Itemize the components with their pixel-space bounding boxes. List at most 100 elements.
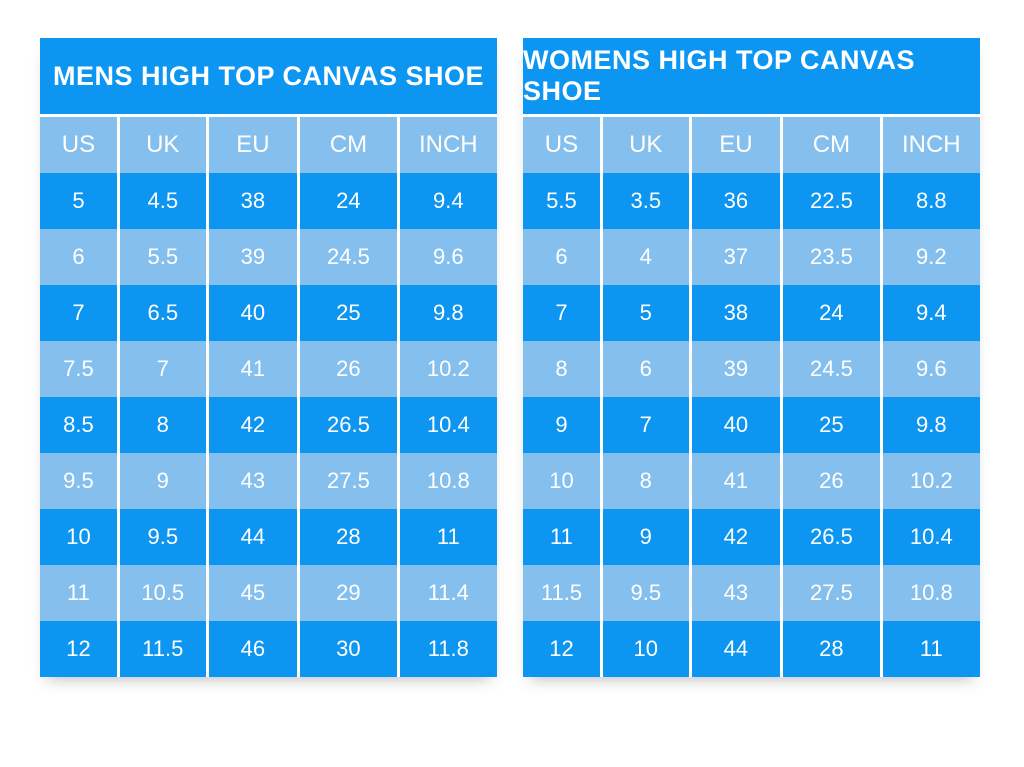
size-cell: 12 [40,621,117,677]
size-cell: 26 [300,341,397,397]
charts-wrap: MENS HIGH TOP CANVAS SHOE US UK EU CM INCH 5 4… [40,38,980,677]
size-cell: 39 [208,229,298,285]
column-header-inch: INCH [882,117,980,173]
column-header-eu: EU [208,117,298,173]
size-cell: 10.5 [119,565,206,621]
size-cell: 7 [40,285,117,341]
size-cell: 44 [691,621,781,677]
size-cell: 10.4 [882,509,980,565]
size-cell: 7 [119,341,206,397]
size-cell: 10 [40,509,117,565]
size-cell: 5 [602,285,689,341]
size-cell: 24.5 [783,341,880,397]
size-cell: 30 [300,621,397,677]
size-cell: 12 [523,621,600,677]
size-cell: 25 [300,285,397,341]
size-cell: 11 [523,509,600,565]
size-cell: 9.6 [399,229,497,285]
size-cell: 38 [691,285,781,341]
size-cell: 26 [783,453,880,509]
size-cell: 9.4 [882,285,980,341]
size-cell: 7.5 [40,341,117,397]
size-cell: 10 [523,453,600,509]
size-cell: 9.5 [602,565,689,621]
size-cell: 25 [783,397,880,453]
size-cell: 9.6 [882,341,980,397]
size-cell: 9.5 [119,509,206,565]
column-header-uk: UK [602,117,689,173]
size-cell: 6.5 [119,285,206,341]
size-cell: 24.5 [300,229,397,285]
mens-size-chart: MENS HIGH TOP CANVAS SHOE US UK EU CM INCH 5 4… [40,38,497,677]
size-cell: 10.8 [882,565,980,621]
size-cell: 11.5 [523,565,600,621]
size-cell: 42 [691,509,781,565]
column-header-cm: CM [783,117,880,173]
size-cell: 10.8 [399,453,497,509]
size-cell: 41 [691,453,781,509]
size-cell: 10.2 [399,341,497,397]
size-cell: 3.5 [602,173,689,229]
size-cell: 9.8 [399,285,497,341]
size-cell: 40 [208,285,298,341]
size-cell: 5.5 [119,229,206,285]
size-cell: 40 [691,397,781,453]
size-cell: 28 [783,621,880,677]
size-cell: 42 [208,397,298,453]
size-cell: 6 [523,229,600,285]
womens-size-table: US UK EU CM INCH 5.5 3.5 36 22.5 8.8 6 4 37 23.5 9.2 7 5… [523,117,980,677]
size-cell: 28 [300,509,397,565]
size-cell: 9.8 [882,397,980,453]
column-header-inch: INCH [399,117,497,173]
size-cell: 5 [40,173,117,229]
size-cell: 27.5 [300,453,397,509]
size-cell: 7 [523,285,600,341]
column-header-us: US [40,117,117,173]
size-cell: 26.5 [783,509,880,565]
size-cell: 43 [208,453,298,509]
size-cell: 8.8 [882,173,980,229]
size-cell: 11.5 [119,621,206,677]
size-cell: 37 [691,229,781,285]
size-cell: 4.5 [119,173,206,229]
size-cell: 9.5 [40,453,117,509]
size-cell: 6 [40,229,117,285]
size-cell: 22.5 [783,173,880,229]
size-cell: 10 [602,621,689,677]
size-cell: 24 [300,173,397,229]
size-cell: 11.4 [399,565,497,621]
size-cell: 9.2 [882,229,980,285]
size-cell: 10.4 [399,397,497,453]
size-cell: 9 [602,509,689,565]
size-cell: 38 [208,173,298,229]
size-cell: 11 [40,565,117,621]
size-cell: 6 [602,341,689,397]
size-cell: 8 [602,453,689,509]
column-header-uk: UK [119,117,206,173]
size-cell: 29 [300,565,397,621]
size-cell: 7 [602,397,689,453]
size-cell: 46 [208,621,298,677]
size-cell: 41 [208,341,298,397]
size-cell: 39 [691,341,781,397]
size-cell: 36 [691,173,781,229]
size-cell: 24 [783,285,880,341]
size-cell: 43 [691,565,781,621]
size-cell: 8 [523,341,600,397]
column-header-eu: EU [691,117,781,173]
column-header-cm: CM [300,117,397,173]
womens-chart-title: WOMENS HIGH TOP CANVAS SHOE [523,38,980,114]
size-cell: 8 [119,397,206,453]
size-cell: 23.5 [783,229,880,285]
size-cell: 9 [119,453,206,509]
size-cell: 27.5 [783,565,880,621]
womens-size-chart: WOMENS HIGH TOP CANVAS SHOE US UK EU CM INCH… [523,38,980,677]
size-cell: 11.8 [399,621,497,677]
size-cell: 11 [882,621,980,677]
mens-size-table: US UK EU CM INCH 5 4.5 38 24 9.4 6 5.5 39 24.5 9.6 7 6.5… [40,117,497,677]
size-cell: 8.5 [40,397,117,453]
size-cell: 4 [602,229,689,285]
column-header-us: US [523,117,600,173]
size-cell: 45 [208,565,298,621]
